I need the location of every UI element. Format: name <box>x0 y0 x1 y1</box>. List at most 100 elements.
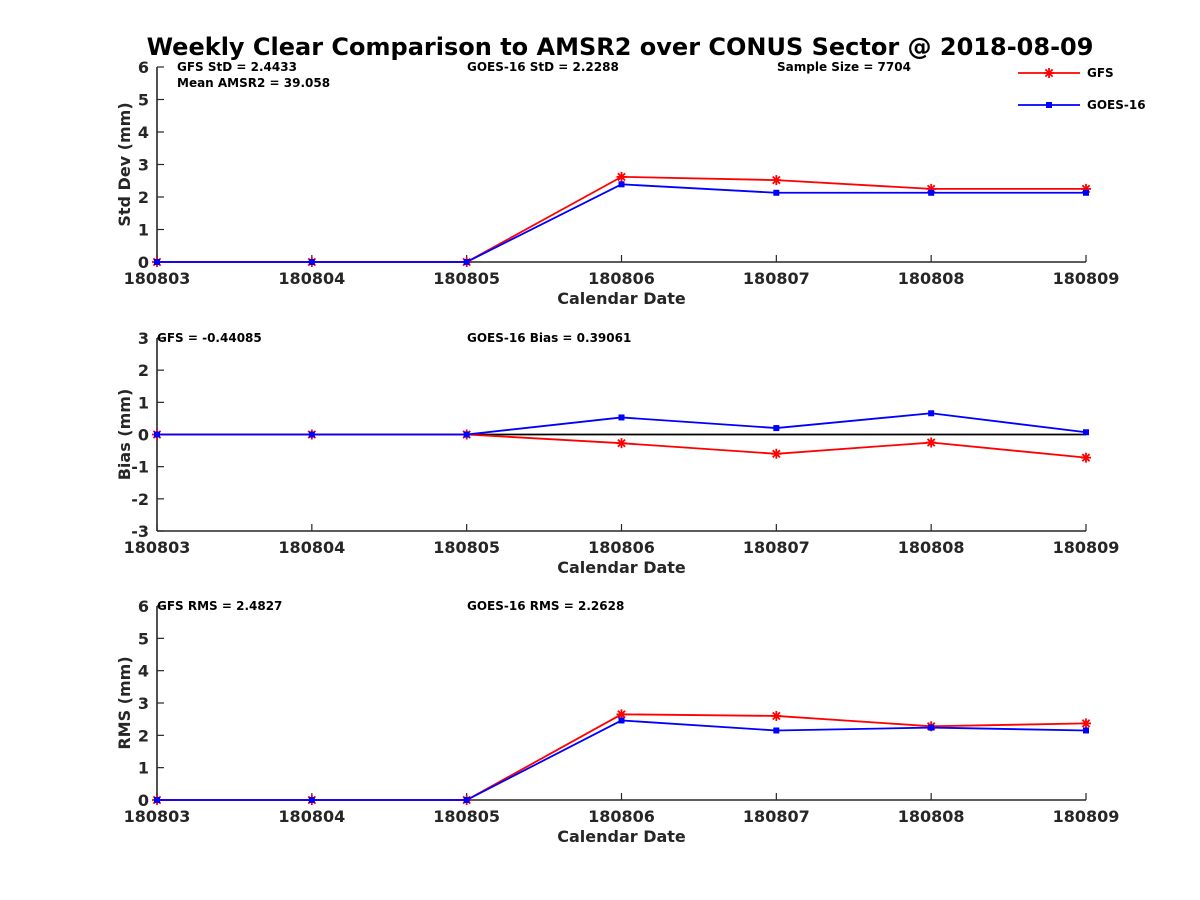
y-tick-label: -3 <box>131 522 149 541</box>
x-tick-label: 180806 <box>588 807 655 826</box>
y-tick-label: 2 <box>138 726 149 745</box>
x-tick-label: 180805 <box>433 538 500 557</box>
x-tick-label: 180809 <box>1053 538 1120 557</box>
data-point-square <box>618 717 625 724</box>
data-point-square <box>463 259 470 265</box>
data-point-square <box>1083 727 1089 734</box>
x-tick-label: 180804 <box>278 538 345 557</box>
legend: GFS GOES-16 <box>1018 66 1146 112</box>
y-tick-label: -2 <box>131 490 149 509</box>
y-tick-label: 4 <box>138 123 149 142</box>
x-tick-label: 180807 <box>743 269 810 288</box>
data-point-asterisk <box>1081 452 1091 463</box>
y-tick-label: 1 <box>138 393 149 412</box>
data-point-asterisk <box>771 448 782 459</box>
x-axis-label: Calendar Date <box>557 289 686 308</box>
y-tick-label: 1 <box>138 759 149 778</box>
x-axis-label: Calendar Date <box>557 827 686 846</box>
series-line <box>157 719 1087 801</box>
x-tick-label: 180807 <box>743 538 810 557</box>
x-tick-label: 180808 <box>898 538 965 557</box>
x-tick-label: 180808 <box>898 269 965 288</box>
stat-annotation: GOES-16 RMS = 2.2628 <box>467 599 624 613</box>
x-tick-label: 180804 <box>278 807 345 826</box>
stat-annotation: Mean AMSR2 = 39.058 <box>177 76 330 90</box>
y-tick-label: 0 <box>138 791 149 810</box>
y-axis-label: Bias (mm) <box>115 389 134 481</box>
y-axis-label: RMS (mm) <box>115 656 134 749</box>
legend-item-goes16: GOES-16 <box>1018 98 1146 112</box>
data-point-square <box>773 425 780 432</box>
chart-panel-2: -3 -2 -1 0 1 2 3 180803 180804 180805 180806 180807… <box>115 329 1119 577</box>
chart-panels: 0 1 2 3 4 5 6 180803 180804 180805 180806 180807 180… <box>115 58 1119 846</box>
x-tick-label: 180807 <box>743 807 810 826</box>
data-point-square <box>1083 429 1089 436</box>
series-gfs <box>152 709 1091 805</box>
stat-annotation: GFS RMS = 2.4827 <box>157 599 282 613</box>
legend-asterisk-marker <box>1044 68 1054 78</box>
y-tick-label: 3 <box>138 329 149 348</box>
y-axis-label: Std Dev (mm) <box>115 102 134 226</box>
series-goes16 <box>154 181 1089 265</box>
y-tick-label: 0 <box>138 426 149 445</box>
x-tick-label: 180809 <box>1053 807 1120 826</box>
data-point-square <box>618 414 625 421</box>
y-tick-label: 4 <box>138 662 149 681</box>
data-point-square <box>154 797 160 803</box>
series-goes16 <box>154 717 1089 803</box>
data-point-square <box>463 431 470 438</box>
series-line <box>157 183 1086 263</box>
data-point-square <box>1083 189 1089 196</box>
x-tick-label: 180808 <box>898 807 965 826</box>
data-point-square <box>308 259 315 265</box>
y-tick-label: 3 <box>138 694 149 713</box>
data-point-square <box>618 181 625 188</box>
chart-panel-1: 0 1 2 3 4 5 6 180803 180804 180805 180806 180807 180… <box>115 58 1119 308</box>
legend-label-goes16: GOES-16 <box>1087 98 1146 112</box>
stat-annotation: GOES-16 StD = 2.2288 <box>467 60 619 74</box>
chart-panel-3: 0 1 2 3 4 5 6 180803 180804 180805 180806 180807 180… <box>115 597 1119 846</box>
legend-square-marker <box>1046 102 1052 108</box>
series-line <box>157 175 1086 263</box>
data-point-square <box>928 724 935 731</box>
x-tick-label: 180803 <box>124 807 191 826</box>
figure-title: Weekly Clear Comparison to AMSR2 over CO… <box>147 33 1094 61</box>
data-point-asterisk <box>616 171 627 182</box>
y-tick-label: 5 <box>138 629 149 648</box>
x-tick-label: 180809 <box>1053 269 1120 288</box>
data-point-square <box>773 727 780 734</box>
x-tick-label: 180803 <box>124 538 191 557</box>
y-tick-label: 3 <box>138 156 149 175</box>
y-tick-label: 6 <box>138 58 149 77</box>
x-axis-label: Calendar Date <box>557 558 686 577</box>
data-point-square <box>154 431 160 438</box>
data-point-square <box>928 189 935 196</box>
stat-annotation: GFS = -0.44085 <box>157 331 262 345</box>
data-point-square <box>463 797 470 803</box>
y-tick-label: -1 <box>131 458 149 477</box>
stat-annotation: GOES-16 Bias = 0.39061 <box>467 331 631 345</box>
data-point-square <box>928 410 935 417</box>
y-tick-label: 6 <box>138 597 149 616</box>
x-tick-label: 180803 <box>124 269 191 288</box>
data-point-asterisk <box>771 175 782 186</box>
x-tick-label: 180806 <box>588 538 655 557</box>
legend-item-gfs: GFS <box>1018 66 1114 80</box>
data-point-square <box>308 431 315 438</box>
y-tick-label: 0 <box>138 253 149 272</box>
x-tick-label: 180804 <box>278 269 345 288</box>
x-tick-label: 180805 <box>433 807 500 826</box>
y-tick-label: 2 <box>138 361 149 380</box>
data-point-square <box>773 189 780 196</box>
data-point-asterisk <box>616 438 627 449</box>
data-point-asterisk <box>771 710 782 721</box>
y-tick-label: 1 <box>138 221 149 240</box>
x-tick-label: 180806 <box>588 269 655 288</box>
series-goes16 <box>154 410 1089 438</box>
data-point-asterisk <box>926 437 937 448</box>
y-tick-label: 2 <box>138 188 149 207</box>
x-tick-label: 180805 <box>433 269 500 288</box>
stat-annotation: GFS StD = 2.4433 <box>177 60 297 74</box>
data-point-asterisk <box>1081 718 1091 729</box>
